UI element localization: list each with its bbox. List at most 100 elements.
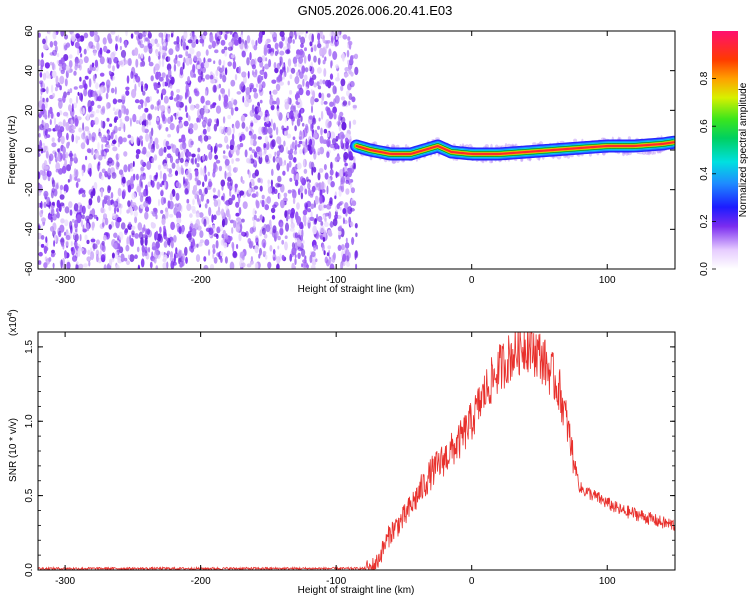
noise-speckle — [56, 199, 60, 209]
noise-speckle — [139, 115, 143, 125]
noise-speckle — [131, 88, 137, 99]
noise-speckle — [60, 57, 65, 65]
noise-speckle — [218, 59, 222, 66]
noise-speckle — [299, 176, 304, 183]
noise-speckle — [253, 214, 257, 221]
noise-speckle — [45, 258, 51, 265]
noise-speckle — [113, 232, 118, 239]
noise-speckle — [57, 97, 63, 102]
noise-speckle — [228, 41, 233, 47]
noise-speckle — [317, 39, 321, 46]
noise-speckle — [272, 156, 276, 163]
noise-speckle — [180, 164, 183, 174]
noise-speckle — [180, 151, 184, 159]
noise-speckle — [184, 105, 188, 113]
noise-speckle — [347, 134, 352, 140]
noise-speckle — [208, 151, 213, 161]
noise-speckle — [66, 261, 71, 269]
noise-speckle — [79, 234, 82, 242]
noise-speckle — [52, 49, 57, 57]
y-tick-label: 0 — [24, 147, 35, 153]
noise-speckle — [221, 218, 226, 228]
noise-speckle — [77, 91, 80, 96]
noise-speckle — [173, 63, 177, 72]
noise-speckle — [332, 106, 337, 114]
noise-speckle — [108, 70, 112, 75]
noise-speckle — [326, 185, 329, 195]
noise-speckle — [97, 104, 101, 109]
noise-speckle — [189, 104, 195, 111]
noise-speckle — [320, 110, 324, 120]
noise-speckle — [118, 109, 122, 119]
noise-speckle — [169, 123, 175, 131]
noise-speckle — [289, 90, 293, 95]
noise-speckle — [106, 102, 109, 110]
noise-speckle — [313, 132, 318, 139]
noise-speckle — [335, 171, 338, 179]
noise-speckle — [112, 98, 118, 105]
noise-speckle — [167, 237, 171, 246]
noise-speckle — [145, 133, 150, 142]
noise-speckle — [296, 162, 302, 170]
noise-speckle — [338, 185, 343, 191]
noise-speckle — [160, 209, 164, 214]
noise-speckle — [141, 124, 146, 133]
noise-speckle — [158, 124, 161, 131]
noise-speckle — [145, 84, 149, 89]
snr-multiplier-base: (x10 — [8, 316, 19, 336]
noise-speckle — [110, 131, 114, 140]
noise-speckle — [168, 168, 173, 174]
noise-speckle — [102, 37, 107, 45]
ridge-haze — [511, 143, 514, 148]
noise-speckle — [322, 59, 326, 65]
noise-speckle — [84, 234, 88, 241]
noise-speckle — [158, 198, 160, 207]
colorbar-tick-label: 0.4 — [699, 166, 710, 180]
noise-speckle — [118, 246, 124, 254]
noise-speckle — [65, 240, 69, 247]
y-tick-label: 1.0 — [24, 414, 35, 428]
noise-speckle — [94, 116, 99, 125]
noise-speckle — [248, 187, 252, 194]
noise-speckle — [317, 215, 323, 223]
noise-speckle — [213, 256, 218, 264]
noise-speckle — [129, 177, 134, 185]
noise-speckle — [264, 63, 270, 70]
noise-speckle — [340, 179, 344, 185]
noise-speckle — [138, 191, 142, 197]
noise-speckle — [313, 218, 317, 225]
noise-speckle — [70, 241, 73, 247]
noise-speckle — [144, 100, 148, 107]
noise-speckle — [158, 76, 164, 82]
noise-speckle — [38, 133, 41, 138]
noise-speckle — [224, 256, 228, 264]
noise-speckle — [200, 95, 205, 104]
noise-speckle — [347, 206, 353, 215]
noise-speckle — [96, 41, 100, 51]
noise-speckle — [125, 86, 130, 91]
noise-speckle — [40, 201, 43, 209]
noise-speckle — [87, 249, 91, 256]
noise-speckle — [338, 189, 342, 197]
ridge-outline-bottom — [356, 144, 674, 157]
noise-speckle — [224, 234, 229, 240]
noise-speckle — [323, 164, 327, 171]
noise-speckle — [289, 110, 294, 120]
noise-speckle — [252, 139, 257, 147]
noise-speckle — [116, 207, 119, 213]
noise-speckle — [286, 146, 289, 154]
noise-speckle — [184, 246, 188, 256]
noise-speckle — [291, 262, 295, 269]
noise-speckle — [220, 257, 223, 263]
ridge-haze — [484, 144, 489, 149]
noise-speckle — [215, 240, 219, 249]
noise-speckle — [175, 181, 181, 188]
noise-speckle — [147, 246, 151, 253]
noise-speckle — [175, 158, 180, 164]
noise-speckle — [80, 93, 83, 102]
noise-speckle — [117, 99, 123, 103]
noise-speckle — [276, 256, 281, 265]
noise-speckle — [185, 57, 191, 66]
noise-speckle — [251, 193, 257, 198]
noise-speckle — [257, 56, 263, 63]
